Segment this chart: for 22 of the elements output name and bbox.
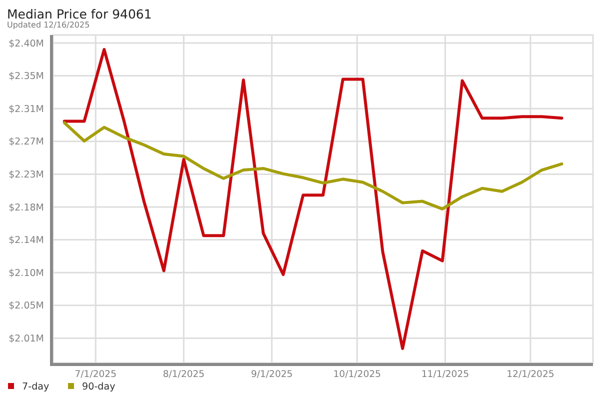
- legend-label: 7-day: [22, 382, 50, 392]
- x-tick-label: 12/1/2025: [506, 369, 554, 380]
- chart-subtitle: Updated 12/16/2025: [7, 20, 90, 30]
- y-tick-label: $2.31M: [8, 104, 44, 115]
- y-tick-label: $2.27M: [8, 136, 44, 148]
- x-tick-label: 8/1/2025: [162, 369, 205, 380]
- y-tick-label: $2.35M: [8, 71, 44, 82]
- x-tick-label: 7/1/2025: [74, 369, 117, 380]
- line-series: [62, 48, 564, 350]
- y-tick-label: $2.40M: [8, 38, 44, 50]
- y-tick-label: $2.23M: [8, 170, 44, 181]
- line-series: [62, 121, 564, 210]
- y-tick-label: $2.10M: [8, 268, 44, 279]
- x-tick-label: 11/1/2025: [421, 369, 470, 380]
- y-tick-label: $2.14M: [8, 235, 44, 246]
- x-tick-label: 10/1/2025: [333, 369, 382, 380]
- y-tick-label: $2.05M: [8, 300, 44, 312]
- y-tick-label: $2.18M: [8, 202, 44, 214]
- legend-label: 90-day: [82, 382, 116, 392]
- x-tick-label: 9/1/2025: [250, 369, 293, 380]
- chart-title: Median Price for 94061: [7, 6, 152, 22]
- y-tick-label: $2.01M: [8, 334, 44, 345]
